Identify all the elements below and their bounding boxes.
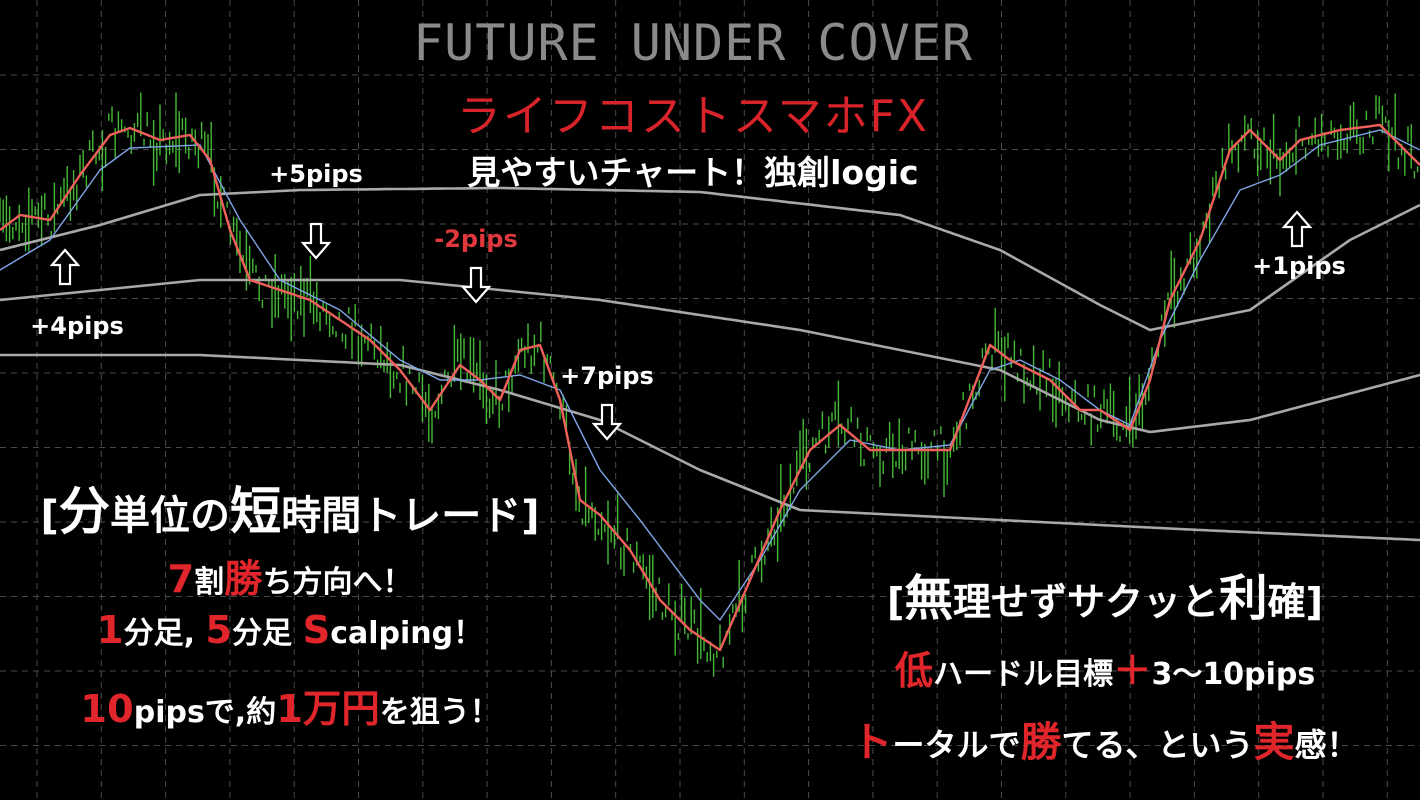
text-segment: 短 xyxy=(230,482,282,542)
left-block-line: 7割勝ち方向へ！ xyxy=(167,548,412,604)
brand-title: FUTURE UNDER COVER xyxy=(413,14,973,72)
band-lower-line xyxy=(0,353,1420,542)
text-segment: ＋ xyxy=(1113,649,1152,694)
text-segment: 5 xyxy=(205,608,233,653)
text-segment: 7 xyxy=(167,557,195,602)
text-segment: 10 xyxy=(80,687,134,732)
fast-ma-line xyxy=(0,123,1420,652)
text-segment: 勝 xyxy=(1020,718,1062,766)
arrow-down-icon xyxy=(592,403,622,441)
text-segment: 1万円 xyxy=(276,687,380,732)
left-block-line: [分単位の短時間トレード] xyxy=(41,470,540,544)
right-block-line: [無理せずサクッと利確] xyxy=(887,560,1323,630)
text-segment: 感！ xyxy=(1294,726,1359,764)
text-segment: 分 xyxy=(58,482,110,542)
text-segment: 分足 xyxy=(232,616,303,651)
left-block-line: 10pipsで,約1万円を狙う！ xyxy=(80,678,499,734)
pips-label: +4pips xyxy=(30,312,124,340)
arrow-shape xyxy=(301,222,331,260)
tagline: 見やすいチャート！独創logic xyxy=(467,153,919,192)
text-segment: S xyxy=(302,608,331,653)
arrow-up-icon xyxy=(50,248,80,286)
pips-label: +1pips xyxy=(1252,252,1346,280)
text-segment: ータルで xyxy=(892,726,1021,764)
product-subtitle: ライフコストスマホFX xyxy=(456,91,930,142)
left-block-line: 1分足, 5分足 Scalping！ xyxy=(97,608,483,653)
text-segment: 割 xyxy=(194,565,225,600)
pips-label: +7pips xyxy=(560,362,654,390)
text-segment: 実 xyxy=(1253,718,1295,766)
text-segment: てる、という xyxy=(1061,726,1254,764)
right-block-line: トータルで勝てる、という実感！ xyxy=(852,708,1359,768)
text-segment: ト xyxy=(851,718,893,766)
indicator-lines xyxy=(0,123,1420,652)
pips-label: -2pips xyxy=(434,225,518,253)
right-block-line: 低ハードル目標＋3〜10pips xyxy=(895,640,1316,696)
text-segment: 確] xyxy=(1267,580,1324,624)
pips-label: +5pips xyxy=(269,160,363,188)
slow-ma-line xyxy=(0,129,1420,621)
text-segment: 時間トレード] xyxy=(281,493,540,539)
text-segment: pipsで,約 xyxy=(133,695,277,730)
text-segment: [ xyxy=(40,493,59,539)
arrow-up-icon xyxy=(1282,210,1312,248)
text-segment: 低 xyxy=(894,649,934,694)
text-segment: calping！ xyxy=(330,616,484,651)
arrow-shape xyxy=(461,266,491,304)
text-segment: 1 xyxy=(96,608,124,653)
text-segment: 単位の xyxy=(110,493,230,539)
text-segment: ハードル目標 xyxy=(933,657,1114,692)
arrow-shape xyxy=(50,248,80,286)
arrow-down-icon xyxy=(461,266,491,304)
text-segment: 理せずサクッと xyxy=(952,580,1220,624)
text-segment: 利 xyxy=(1219,571,1268,627)
text-segment: 無 xyxy=(904,571,953,627)
text-segment: ち方向へ！ xyxy=(262,565,413,600)
band-middle-line xyxy=(0,278,1420,434)
arrow-shape xyxy=(592,403,622,441)
text-segment: 3〜10pips xyxy=(1151,657,1316,692)
arrow-down-icon xyxy=(301,222,331,260)
arrow-shape xyxy=(1282,210,1312,248)
text-segment: 分足, xyxy=(123,616,206,651)
text-segment: [ xyxy=(886,580,905,624)
text-segment: を狙う！ xyxy=(379,695,500,730)
text-segment: 勝 xyxy=(224,557,263,602)
band-upper-line xyxy=(0,186,1420,332)
